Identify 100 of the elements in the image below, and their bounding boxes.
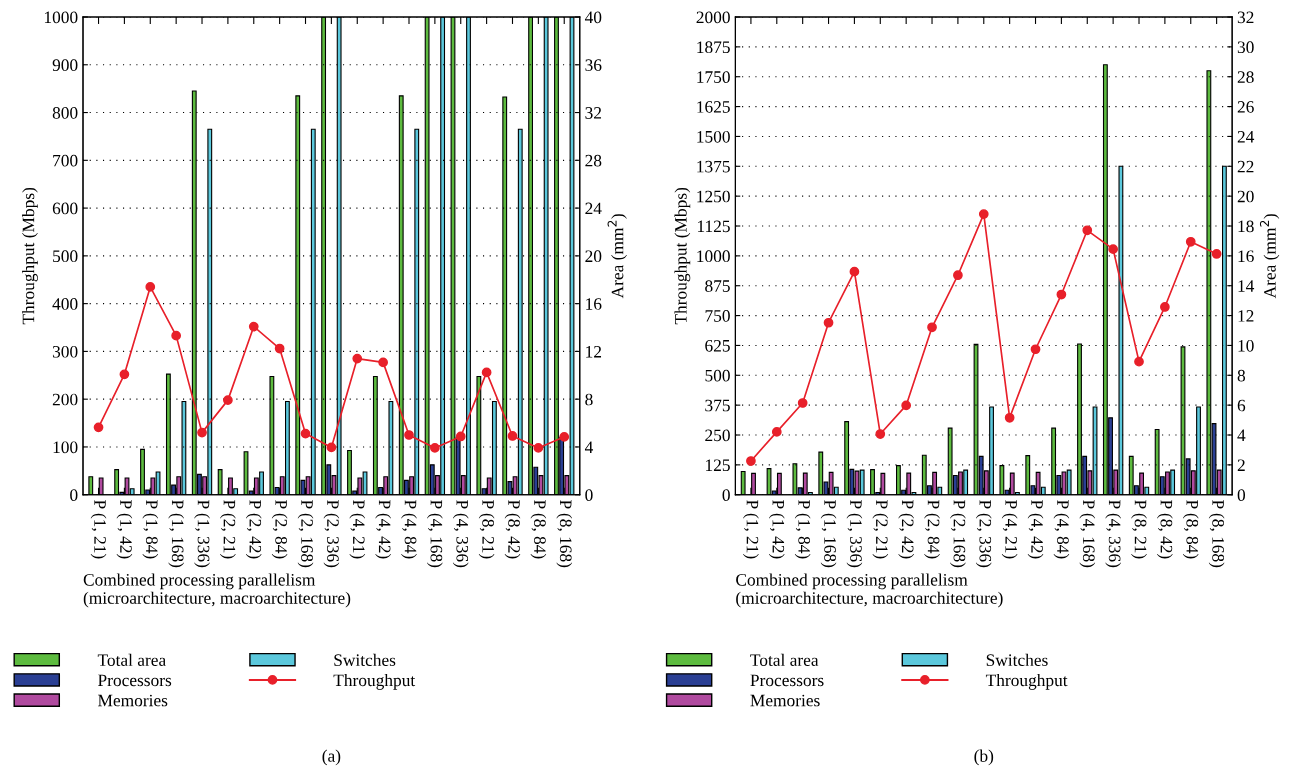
x-tick-label: P (8, 168) [556,500,573,568]
y-tick-label: 1125 [697,220,730,233]
x-tick-label: P (2, 168) [297,500,314,568]
legend-label: Throughput [985,673,1068,690]
y2-tick-label: 32 [1237,11,1254,24]
point [223,395,233,405]
x-tick-label: P (4, 21) [1001,500,1018,559]
x-tick-label: P (1, 336) [194,500,210,568]
y2-tick-label: 2 [1237,459,1245,471]
point [875,429,886,439]
y-tick-label: 900 [52,59,78,71]
point [1185,236,1196,247]
point [978,209,989,219]
point [1160,302,1170,312]
y-axis-title: Throughput (Mbps) [22,187,38,325]
y2-tick-label: 26 [1237,101,1254,113]
point [145,282,156,292]
y2-tick-label: 28 [1237,71,1254,83]
y2-tick-label: 20 [1237,190,1254,203]
point [771,427,782,437]
x-tick-label: P (1, 84) [794,500,811,559]
point [404,430,414,440]
x-tick-label: P (4, 168) [1079,500,1096,568]
y2-tick-label: 4 [584,441,594,453]
y2-tick-label: 16 [1238,250,1254,263]
x-tick-label: P (4, 168) [427,500,443,568]
y-tick-label: 1500 [697,130,730,143]
x-tick-label: P (4, 42) [1027,500,1044,559]
point [248,321,259,332]
x-tick-label: P (8, 168) [1208,500,1225,568]
x-tick-label: P (1, 42) [116,500,133,559]
y2-tick-label: 18 [1238,220,1254,233]
point [533,443,544,453]
x-tick-label: P (8, 21) [1131,500,1147,559]
point [953,270,963,281]
x-tick-label: P (4, 336) [1105,500,1122,568]
x-tick-label: P (4, 336) [452,500,469,568]
legend-label: Throughput [333,673,416,690]
y-tick-label: 250 [705,429,730,442]
y2-tick-label: 14 [1238,280,1255,292]
y-tick-label: 1875 [697,41,730,54]
y2-tick-label: 6 [1237,399,1246,412]
point [559,432,570,442]
y-tick-label: 0 [722,489,730,501]
y2-tick-label: 8 [585,393,593,406]
x-tick-label: P (2, 336) [975,500,992,568]
y-tick-label: 1625 [697,101,730,113]
y2-tick-label: 4 [1237,429,1246,442]
point [119,369,130,380]
y-tick-label: 1000 [697,250,730,263]
point [378,357,388,368]
x-tick-label: P (2, 84) [924,500,940,559]
y-tick-label: 375 [705,399,730,412]
x-tick-label: P (8, 84) [1182,500,1199,559]
y2-tick-label: 36 [585,59,602,71]
x-tick-label: P (1, 21) [743,500,759,559]
x-tick-label: P (4, 42) [375,500,391,559]
point [901,400,912,411]
point [1056,289,1067,300]
y-tick-label: 800 [52,107,78,119]
y-tick-label: 1250 [697,190,730,203]
point [1030,344,1041,355]
point [326,442,337,453]
point [171,330,182,341]
point [1211,249,1222,259]
x-tick-label: P (4, 21) [349,500,366,559]
point [849,266,860,277]
legend-label: Total area [750,653,819,666]
point [300,428,311,439]
point [274,343,285,354]
x-tick-label: P (8, 42) [504,500,521,559]
text: (a) [322,749,341,766]
y-tick-label: 2000 [696,11,730,24]
point [430,443,440,453]
y-tick-label: 500 [705,369,730,382]
y-tick-label: 125 [706,459,730,472]
point [1004,412,1015,423]
y2-tick-label: 30 [1237,41,1254,54]
y2-tick-label: 16 [586,298,602,310]
y2-tick-label: 22 [1237,160,1254,173]
x-tick-label: P (2, 21) [872,500,889,559]
y-tick-label: 500 [53,250,78,263]
y-tick-label: 200 [52,393,78,406]
point [93,422,104,433]
y2-tick-label: 0 [1237,489,1246,501]
point [507,431,518,441]
x-tick-label: P (8, 21) [478,500,495,559]
x-tick-label: P (1, 336) [846,500,863,568]
x-tick-label: P (2, 42) [898,500,915,559]
point [1108,244,1118,255]
x-tick-label: P (8, 84) [530,500,547,559]
legend-label: Total area [97,653,166,666]
x-tick-label: P (1, 84) [142,500,159,559]
legend-label: Processors [750,674,824,687]
y-tick-label: 1000 [44,11,78,24]
point [797,398,808,408]
x-tick-label: P (2, 168) [950,500,966,568]
x-tick-label: P (4, 84) [401,500,417,559]
y2-tick-label: 40 [584,11,602,24]
y2-tick-label: 12 [1238,310,1254,322]
